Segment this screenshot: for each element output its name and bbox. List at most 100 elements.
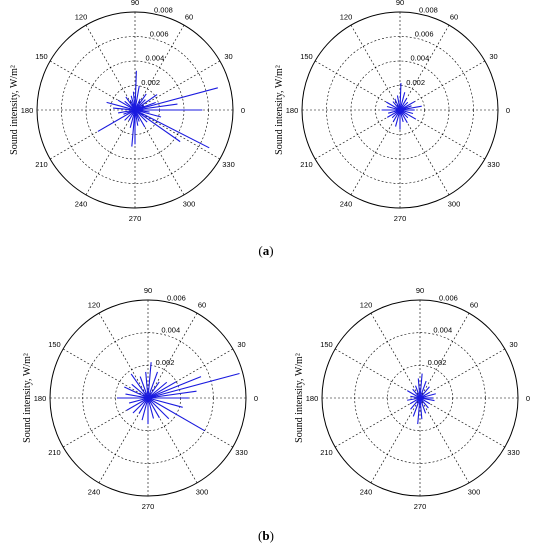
data-spike bbox=[410, 397, 421, 410]
data-spike bbox=[132, 397, 149, 414]
data-spike bbox=[112, 107, 136, 111]
radial-tick-label: 0.008 bbox=[419, 5, 438, 14]
series bbox=[97, 70, 218, 149]
data-spike bbox=[147, 397, 170, 420]
angle-tick-label: 60 bbox=[450, 12, 458, 21]
data-spike bbox=[407, 397, 421, 401]
data-spike bbox=[97, 109, 136, 132]
data-spike bbox=[134, 109, 210, 149]
angle-tick-label: 240 bbox=[75, 200, 88, 209]
angle-tick-label: 330 bbox=[507, 448, 520, 457]
data-spike bbox=[147, 376, 202, 399]
data-spike bbox=[145, 371, 149, 399]
angle-tick-label: 150 bbox=[320, 340, 333, 349]
data-spike bbox=[419, 393, 436, 399]
data-spike bbox=[134, 109, 146, 128]
radial-tick-label: 0.006 bbox=[167, 293, 186, 302]
polar-chart-b-right: 0.002 0.004 0.006 0 30 60 90 120 150 180 210 240 270… bbox=[294, 286, 530, 511]
y-axis-label: Sound intensity, W/m² bbox=[274, 65, 285, 155]
data-spike bbox=[399, 109, 408, 124]
angle-tick-label: 30 bbox=[237, 340, 245, 349]
data-spike bbox=[417, 378, 421, 399]
radial-tick-label: 0.008 bbox=[154, 5, 173, 14]
grid-ring bbox=[350, 60, 450, 160]
angle-tick-label: 120 bbox=[88, 300, 101, 309]
data-spike bbox=[419, 391, 431, 399]
grid-spoke bbox=[419, 397, 470, 484]
outer-ring bbox=[301, 11, 499, 209]
grid-spoke bbox=[85, 109, 136, 196]
grid-ring bbox=[326, 36, 474, 184]
grid-spoke bbox=[419, 312, 470, 399]
angle-tick-label: 270 bbox=[414, 502, 427, 511]
data-spike bbox=[147, 390, 197, 399]
data-spike bbox=[141, 397, 149, 421]
polar-chart-a-right: 0.002 0.004 0.006 0.008 0 30 60 90 120 150 180 210 2… bbox=[274, 0, 510, 223]
series bbox=[406, 373, 436, 425]
grid-ring bbox=[387, 365, 453, 431]
data-spike bbox=[412, 397, 421, 417]
polar-chart-b-left: 0.002 0.004 0.006 0 30 60 90 120 150 180 210 240 270… bbox=[22, 286, 258, 511]
radial-tick-label: 0.004 bbox=[161, 326, 180, 335]
radial-tick-label: 0.002 bbox=[406, 78, 425, 87]
data-spike bbox=[134, 94, 158, 111]
angle-tick-label: 300 bbox=[468, 488, 481, 497]
angle-tick-label: 300 bbox=[196, 488, 209, 497]
data-spike bbox=[419, 397, 431, 405]
grid-ring bbox=[82, 332, 214, 464]
data-spike bbox=[134, 70, 137, 111]
series bbox=[381, 83, 422, 130]
angle-tick-label: 120 bbox=[75, 12, 88, 21]
data-spike bbox=[126, 397, 149, 411]
data-spike bbox=[134, 109, 150, 113]
grid-ring bbox=[375, 85, 425, 135]
data-spike bbox=[147, 371, 159, 399]
data-spike bbox=[147, 362, 152, 399]
angle-tick-label: 180 bbox=[306, 394, 319, 403]
data-spike bbox=[128, 397, 149, 404]
data-spike bbox=[396, 95, 401, 111]
radial-tick-label: 0.006 bbox=[439, 293, 458, 302]
data-spike bbox=[415, 385, 421, 399]
data-spike bbox=[419, 373, 423, 399]
angle-tick-label: 330 bbox=[222, 160, 235, 169]
angle-tick-label: 90 bbox=[144, 286, 152, 295]
data-spike bbox=[147, 397, 155, 419]
data-spike bbox=[125, 96, 136, 111]
data-spike bbox=[386, 105, 401, 111]
angle-tick-label: 210 bbox=[320, 448, 333, 457]
data-spike bbox=[134, 109, 181, 143]
grid-spoke bbox=[314, 60, 401, 111]
angle-tick-label: 120 bbox=[340, 12, 353, 21]
radial-tick-label: 0.002 bbox=[428, 358, 447, 367]
grid-ring bbox=[61, 36, 209, 184]
grid-spoke bbox=[370, 397, 421, 484]
grid-ring bbox=[354, 332, 486, 464]
data-spike bbox=[134, 85, 140, 111]
data-spike bbox=[386, 109, 401, 118]
grid-spoke bbox=[419, 397, 506, 448]
angle-tick-label: 180 bbox=[286, 106, 299, 115]
radial-tick-label: 0.006 bbox=[150, 30, 169, 39]
data-spike bbox=[419, 386, 430, 399]
angle-tick-label: 0 bbox=[526, 394, 530, 403]
data-spike bbox=[130, 373, 149, 399]
data-spike bbox=[395, 109, 401, 127]
angle-tick-label: 120 bbox=[360, 300, 373, 309]
angle-tick-label: 150 bbox=[35, 52, 48, 61]
radial-tick-label: 0.002 bbox=[141, 78, 160, 87]
grid-spoke bbox=[334, 348, 421, 399]
angle-tick-label: 270 bbox=[394, 214, 407, 223]
grid-spoke bbox=[399, 109, 450, 196]
data-spike bbox=[412, 388, 421, 399]
data-spike bbox=[419, 380, 427, 399]
data-spike bbox=[147, 381, 160, 399]
data-spike bbox=[419, 397, 435, 402]
data-spike bbox=[392, 109, 401, 122]
outer-ring bbox=[321, 299, 519, 497]
angle-tick-label: 240 bbox=[360, 488, 373, 497]
angle-tick-label: 300 bbox=[448, 200, 461, 209]
data-spike bbox=[419, 397, 427, 414]
grid-spoke bbox=[419, 348, 506, 399]
data-spike bbox=[131, 383, 149, 399]
